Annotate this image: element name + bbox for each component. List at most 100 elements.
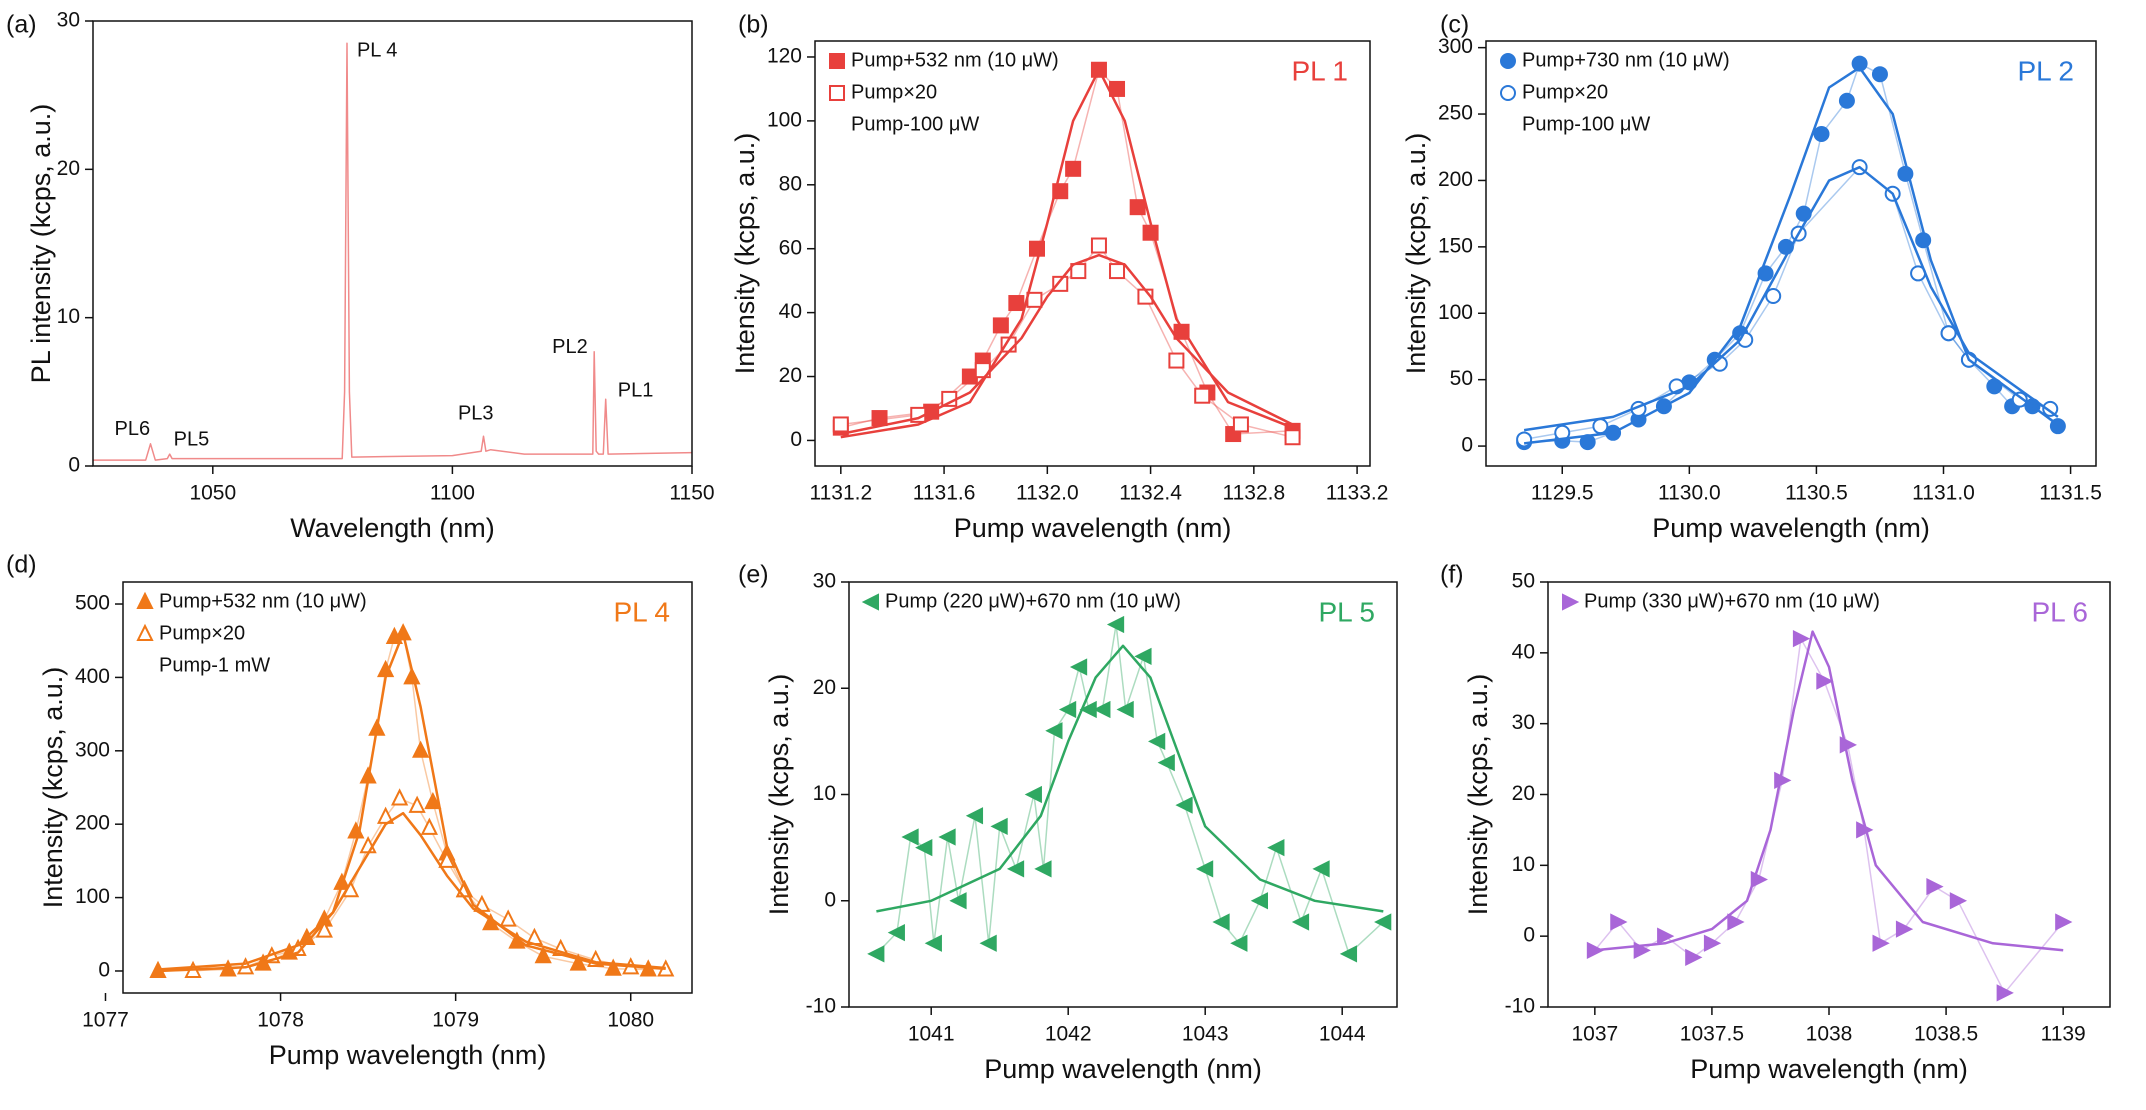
marker bbox=[1657, 927, 1675, 945]
marker bbox=[1134, 647, 1152, 665]
x-tick-label: 1139 bbox=[2041, 1023, 2086, 1046]
x-axis-label: Pump wavelength (nm) bbox=[984, 1054, 1262, 1084]
marker bbox=[1148, 732, 1166, 750]
line bbox=[157, 811, 666, 971]
y-axis-label: Intensity (kcps, a.u.) bbox=[1401, 133, 1431, 375]
y-axis-label: Intensity (kcps, a.u.) bbox=[764, 674, 794, 916]
marker bbox=[832, 416, 849, 433]
y-tick-label: -10 bbox=[806, 995, 836, 1018]
marker bbox=[1926, 877, 1944, 896]
legend-label: Pump (330 μW)+670 nm (10 μW) bbox=[1584, 590, 1880, 612]
legend-label: Pump×20 bbox=[159, 622, 245, 644]
plot-frame bbox=[1485, 40, 2097, 467]
y-tick-label: 20 bbox=[1512, 782, 1535, 805]
y-tick-label: 250 bbox=[1438, 102, 1473, 125]
marker bbox=[412, 740, 430, 758]
marker bbox=[1024, 785, 1042, 804]
marker bbox=[1592, 418, 1609, 435]
y-tick-label: 30 bbox=[57, 9, 80, 32]
y-tick-label: 0 bbox=[790, 428, 802, 451]
legend-label: Pump+730 nm (10 μW) bbox=[1522, 49, 1730, 71]
y-tick-label: 0 bbox=[98, 959, 110, 982]
x-tick-label: 1132.0 bbox=[1016, 482, 1079, 505]
marker bbox=[1109, 263, 1126, 280]
connector bbox=[875, 623, 1384, 955]
x-axis-label: Pump wavelength (nm) bbox=[1652, 513, 1930, 543]
y-tick-label: 20 bbox=[813, 676, 836, 699]
legend-label: Pump×20 bbox=[851, 81, 937, 103]
marker bbox=[136, 623, 154, 641]
marker bbox=[1006, 860, 1025, 878]
y-tick-label: 50 bbox=[1450, 367, 1473, 390]
marker bbox=[1175, 796, 1193, 814]
y-tick-label: 40 bbox=[1512, 640, 1535, 663]
marker bbox=[1838, 92, 1855, 109]
marker bbox=[604, 958, 622, 976]
plot-area bbox=[1586, 630, 2073, 1002]
legend-label: Pump (220 μW)+670 nm (10 μW) bbox=[885, 590, 1181, 612]
marker bbox=[1727, 913, 1745, 931]
annotation: PL5 bbox=[174, 428, 210, 450]
marker bbox=[1500, 53, 1516, 69]
marker bbox=[1065, 160, 1082, 177]
plot-area bbox=[149, 623, 675, 978]
plot-area bbox=[867, 615, 1392, 963]
marker bbox=[1230, 934, 1248, 952]
line bbox=[93, 42, 692, 461]
marker bbox=[1765, 288, 1782, 304]
marker bbox=[915, 839, 933, 857]
marker bbox=[1374, 913, 1392, 931]
y-axis-label: Intensity (kcps, a.u.) bbox=[1463, 674, 1493, 916]
marker bbox=[1813, 125, 1830, 142]
y-tick-label: 400 bbox=[75, 665, 110, 688]
marker bbox=[979, 934, 997, 952]
marker bbox=[1949, 892, 1968, 910]
marker bbox=[1872, 934, 1890, 952]
x-axis-label: Pump wavelength (nm) bbox=[954, 513, 1232, 543]
marker bbox=[1792, 630, 1811, 648]
marker bbox=[1212, 913, 1230, 931]
legend-label: Pump+532 nm (10 μW) bbox=[851, 49, 1059, 71]
y-tick-label: 300 bbox=[75, 738, 110, 761]
line bbox=[1523, 66, 2059, 445]
marker bbox=[938, 828, 956, 846]
y-tick-label: 50 bbox=[1512, 570, 1535, 593]
plot-frame bbox=[92, 20, 693, 467]
line bbox=[1594, 630, 2064, 952]
y-tick-label: 10 bbox=[57, 305, 80, 328]
panel: (c) 1129.5 1130.0 1130.5 1131.0 1131.5 0 50 100 1… bbox=[1401, 11, 2102, 544]
annotation: PL1 bbox=[618, 380, 654, 402]
marker bbox=[408, 795, 426, 813]
panel: (b) 1131.2 1131.6 1132.0 1132.4 1132.8 1133.2 0… bbox=[730, 11, 1388, 544]
y-tick-label: 30 bbox=[813, 570, 836, 593]
y-tick-label: 10 bbox=[1512, 853, 1535, 876]
x-tick-label: 1041 bbox=[908, 1023, 955, 1046]
y-tick-label: 0 bbox=[1523, 924, 1535, 947]
panel-label: (b) bbox=[738, 11, 769, 39]
marker bbox=[1895, 920, 1914, 938]
marker bbox=[1058, 700, 1077, 719]
marker bbox=[1500, 85, 1516, 101]
marker bbox=[887, 924, 905, 942]
y-axis-label: PL intensity (kcps, a.u.) bbox=[26, 104, 56, 384]
marker bbox=[1045, 722, 1063, 740]
y-tick-label: 0 bbox=[1461, 434, 1473, 457]
x-tick-label: 1043 bbox=[1182, 1023, 1229, 1046]
note: Pump-100 μW bbox=[851, 113, 979, 135]
panel: (a) 1050 1100 1150 0 10 20 30 Wavelength (nm) PL … bbox=[6, 9, 715, 544]
marker bbox=[1157, 754, 1175, 772]
y-tick-label: -10 bbox=[1505, 995, 1535, 1018]
plot-frame bbox=[814, 40, 1371, 467]
x-tick-label: 1042 bbox=[1045, 1023, 1092, 1046]
x-tick-label: 1080 bbox=[607, 1009, 654, 1032]
marker bbox=[1008, 295, 1025, 312]
y-tick-label: 100 bbox=[767, 108, 802, 131]
y-tick-label: 150 bbox=[1438, 234, 1473, 257]
x-tick-label: 1133.2 bbox=[1326, 482, 1389, 505]
y-tick-label: 80 bbox=[779, 172, 802, 195]
marker bbox=[2011, 391, 2028, 408]
marker bbox=[1291, 913, 1310, 931]
marker bbox=[924, 934, 942, 952]
y-tick-label: 20 bbox=[57, 157, 80, 180]
y-tick-label: 30 bbox=[1512, 711, 1535, 734]
